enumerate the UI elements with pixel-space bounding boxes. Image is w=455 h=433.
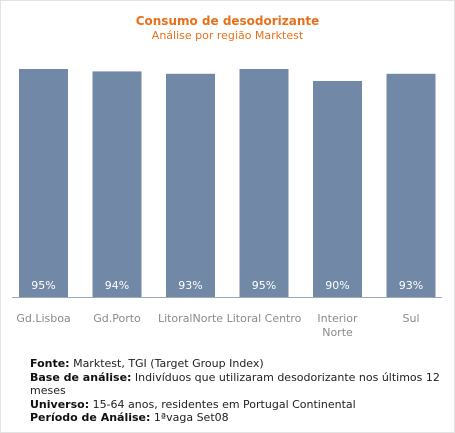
- footer-source-text: Marktest, TGI (Target Group Index): [69, 357, 264, 370]
- bar-4: [239, 69, 289, 297]
- data-label-2: 94%: [105, 279, 129, 292]
- chart-title: Consumo de desodorizante: [135, 14, 320, 28]
- bar-1: [19, 69, 68, 297]
- category-label-1: Gd.Lisboa: [16, 312, 70, 325]
- chart-subtitle: Análise por região Marktest: [151, 29, 304, 42]
- data-label-1: 95%: [31, 279, 55, 292]
- footer-source: Fonte: Marktest, TGI (Target Group Index…: [30, 357, 440, 371]
- chart-footer: Fonte: Marktest, TGI (Target Group Index…: [30, 357, 440, 425]
- bar-6: [386, 73, 436, 297]
- footer-period-label: Período de Análise:: [30, 411, 151, 424]
- category-label-5: Interior Norte: [317, 312, 358, 339]
- footer-base-label: Base de análise:: [30, 370, 132, 384]
- footer-universe: Universo: 15-64 anos, residentes em Port…: [30, 398, 440, 412]
- data-label-3: 93%: [178, 279, 202, 292]
- footer-universe-label: Universo:: [30, 397, 90, 411]
- footer-period-text: 1ªvaga Set08: [150, 411, 229, 424]
- bar-3: [166, 73, 215, 297]
- footer-source-label: Fonte:: [30, 357, 70, 370]
- footer-base: Base de análise: Indivíduos que utilizar…: [30, 371, 440, 398]
- data-label-6: 93%: [399, 279, 423, 292]
- bar-chart: 95% Gd.Lisboa 94% Gd.Porto 93% LitoralNorte 95…: [12, 69, 442, 339]
- footer-universe-text: 15-64 anos, residentes em Portugal Conti…: [89, 397, 356, 411]
- data-label-5: 90%: [325, 279, 349, 292]
- bar-2: [92, 71, 142, 298]
- category-label-3: LitoralNorte: [158, 312, 223, 325]
- category-label-2: Gd.Porto: [93, 312, 141, 325]
- bar-5: [313, 81, 362, 297]
- category-label-4: Litoral Centro: [227, 312, 302, 325]
- footer-base-text: Indivíduos que utilizaram desodorizante …: [30, 370, 440, 398]
- category-label-6: Sul: [402, 312, 419, 325]
- data-label-4: 95%: [252, 279, 276, 292]
- footer-period: Período de Análise: 1ªvaga Set08: [30, 411, 440, 425]
